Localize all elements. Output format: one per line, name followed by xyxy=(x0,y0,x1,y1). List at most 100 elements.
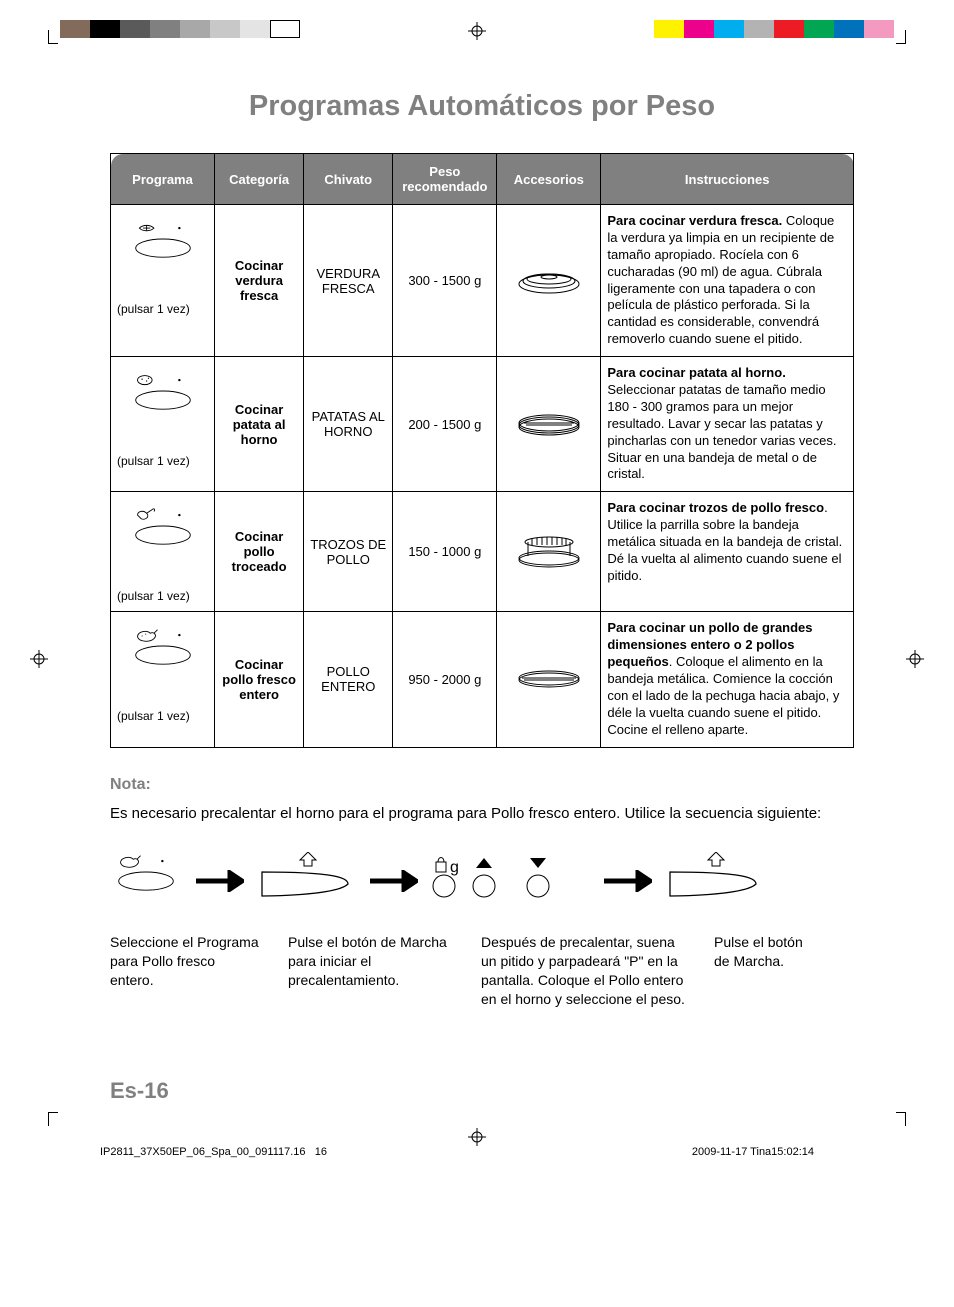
cell-instructions: Para cocinar trozos de pollo fresco. Uti… xyxy=(601,492,854,612)
crop-mark-icon xyxy=(896,30,906,44)
cell-program-icon: (pulsar 1 vez) xyxy=(111,492,215,612)
caption-1: Seleccione el Programa para Pollo fresco… xyxy=(110,933,260,1009)
pulsar-label: (pulsar 1 vez) xyxy=(117,302,208,316)
seq-step-4-icon xyxy=(664,852,764,907)
pulsar-label: (pulsar 1 vez) xyxy=(117,454,208,468)
metal-tray-accessory-icon xyxy=(514,403,584,443)
cell-chivato: VERDURA FRESCA xyxy=(304,205,393,357)
swatch xyxy=(654,20,684,38)
registration-mark-icon xyxy=(468,22,486,40)
crop-mark-icon xyxy=(896,1112,906,1126)
swatch xyxy=(210,20,240,38)
swatch xyxy=(804,20,834,38)
page-number: Es-16 xyxy=(110,1078,854,1104)
arrow-icon xyxy=(368,852,418,897)
swatch xyxy=(744,20,774,38)
swatch xyxy=(180,20,210,38)
swatch xyxy=(120,20,150,38)
seq-step-2-icon xyxy=(256,852,356,907)
instr-text: Coloque la verdura ya limpia en un recip… xyxy=(607,213,834,346)
cell-program-icon: (pulsar 1 vez) xyxy=(111,205,215,357)
th-programa: Programa xyxy=(111,154,215,205)
pulsar-label: (pulsar 1 vez) xyxy=(117,709,208,723)
color-swatches xyxy=(654,20,894,38)
cell-categoria: Cocinar patata al horno xyxy=(215,357,304,492)
seq-step-3-icon: g xyxy=(430,852,590,907)
grill-rack-accessory-icon xyxy=(514,530,584,570)
arrow-icon xyxy=(602,852,652,897)
cell-peso: 200 - 1500 g xyxy=(393,357,497,492)
arrow-icon xyxy=(194,852,244,897)
table-row: (pulsar 1 vez) Cocinar verdura fresca VE… xyxy=(111,205,854,357)
registration-mark-icon xyxy=(30,650,48,668)
caption-3: Después de precalentar, suena un pitido … xyxy=(481,933,686,1009)
cell-categoria: Cocinar pollo troceado xyxy=(215,492,304,612)
content-area: Programas Automáticos por Peso Programa … xyxy=(0,0,954,1164)
cell-categoria: Cocinar verdura fresca xyxy=(215,205,304,357)
greyscale-swatches xyxy=(60,20,300,38)
swatch xyxy=(240,20,270,38)
cell-chivato: TROZOS DE POLLO xyxy=(304,492,393,612)
swatch xyxy=(90,20,120,38)
th-instrucciones: Instrucciones xyxy=(601,154,854,205)
cell-peso: 300 - 1500 g xyxy=(393,205,497,357)
th-chivato: Chivato xyxy=(304,154,393,205)
cell-accesorios xyxy=(497,205,601,357)
cell-accesorios xyxy=(497,612,601,747)
th-categoria: Categoría xyxy=(215,154,304,205)
caption-2: Pulse el botón de Marcha para iniciar el… xyxy=(288,933,453,1009)
vegetable-program-icon xyxy=(127,219,199,259)
th-accesorios: Accesorios xyxy=(497,154,601,205)
chicken-pieces-program-icon xyxy=(127,506,199,546)
crop-mark-icon xyxy=(48,30,58,44)
cell-program-icon: (pulsar 1 vez) xyxy=(111,612,215,747)
cell-instructions: Para cocinar patata al horno. Selecciona… xyxy=(601,357,854,492)
table-row: (pulsar 1 vez) Cocinar pollo fresco ente… xyxy=(111,612,854,747)
cell-chivato: POLLO ENTERO xyxy=(304,612,393,747)
note-text: Es necesario precalentar el horno para e… xyxy=(110,804,854,824)
th-peso: Peso recomendado xyxy=(393,154,497,205)
pulsar-label: (pulsar 1 vez) xyxy=(117,589,208,603)
swatch xyxy=(150,20,180,38)
cell-peso: 950 - 2000 g xyxy=(393,612,497,747)
cell-accesorios xyxy=(497,357,601,492)
cell-categoria: Cocinar pollo fresco entero xyxy=(215,612,304,747)
cell-program-icon: (pulsar 1 vez) xyxy=(111,357,215,492)
note-heading: Nota: xyxy=(110,776,854,794)
seq-step-1-icon xyxy=(110,852,182,897)
table-row: (pulsar 1 vez) Cocinar patata al horno P… xyxy=(111,357,854,492)
table-row: (pulsar 1 vez) Cocinar pollo troceado TR… xyxy=(111,492,854,612)
footer-filename: IP2811_37X50EP_06_Spa_00_091117.16 16 xyxy=(100,1146,327,1158)
caption-4: Pulse el botón de Marcha. xyxy=(714,933,814,1009)
swatch xyxy=(834,20,864,38)
page: Programas Automáticos por Peso Programa … xyxy=(0,0,954,1164)
sequence-captions: Seleccione el Programa para Pollo fresco… xyxy=(110,933,854,1009)
sequence-diagram: g xyxy=(110,852,854,907)
swatch xyxy=(60,20,90,38)
registration-mark-icon xyxy=(468,1128,486,1146)
swatch xyxy=(774,20,804,38)
whole-chicken-program-icon xyxy=(110,852,182,892)
cell-accesorios xyxy=(497,492,601,612)
swatch xyxy=(714,20,744,38)
instr-text: Seleccionar patatas de tamaño medio 180 … xyxy=(607,382,836,481)
cell-instructions: Para cocinar verdura fresca. Coloque la … xyxy=(601,205,854,357)
cell-peso: 150 - 1000 g xyxy=(393,492,497,612)
swatch xyxy=(684,20,714,38)
whole-chicken-program-icon xyxy=(127,626,199,666)
g-label: g xyxy=(450,859,459,876)
instr-bold: Para cocinar patata al horno. xyxy=(607,365,785,380)
registration-mark-icon xyxy=(906,650,924,668)
table-header-row: Programa Categoría Chivato Peso recomend… xyxy=(111,154,854,205)
potato-program-icon xyxy=(127,371,199,411)
metal-tray-accessory-icon xyxy=(514,658,584,698)
cell-instructions: Para cocinar un pollo de grandes dimensi… xyxy=(601,612,854,747)
instr-bold: Para cocinar trozos de pollo fresco xyxy=(607,500,824,515)
cell-chivato: PATATAS AL HORNO xyxy=(304,357,393,492)
crop-mark-icon xyxy=(48,1112,58,1126)
page-title: Programas Automáticos por Peso xyxy=(110,90,854,123)
programs-table: Programa Categoría Chivato Peso recomend… xyxy=(110,153,854,748)
swatch xyxy=(270,20,300,38)
footer-timestamp: 2009-11-17 Tina15:02:14 xyxy=(692,1146,814,1158)
dish-accessory-icon xyxy=(514,259,584,299)
